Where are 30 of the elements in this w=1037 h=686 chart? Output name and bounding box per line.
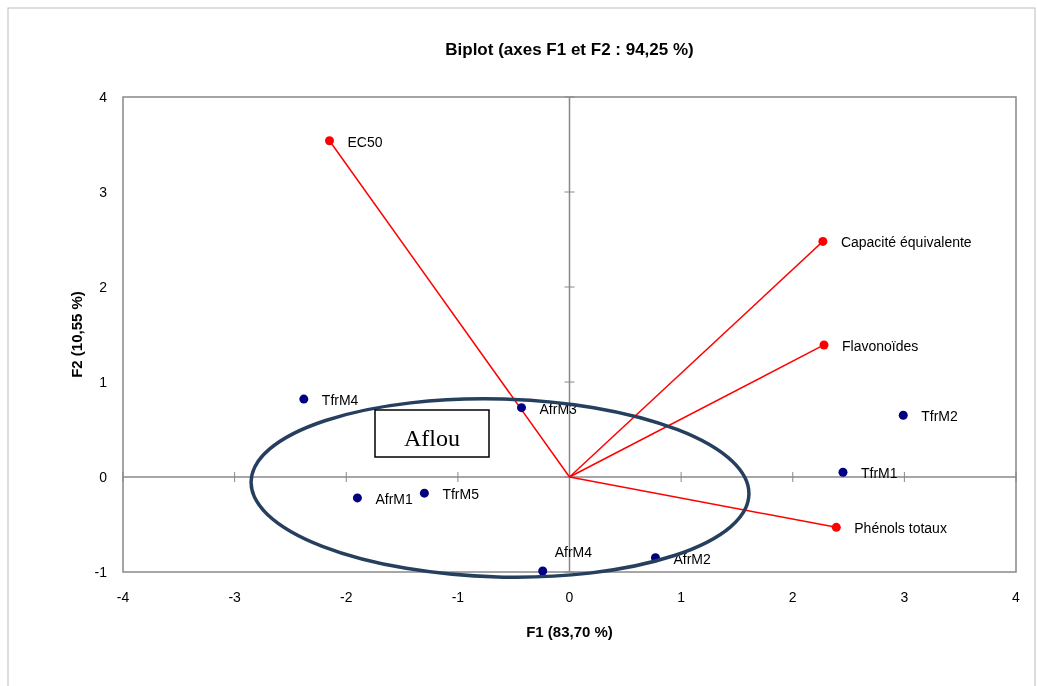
x-tick-label: 2 [788, 589, 797, 605]
y-tick-label: 2 [99, 279, 108, 295]
chart-title: Biplot (axes F1 et F2 : 94,25 %) [445, 40, 694, 59]
x-tick-label: -2 [340, 589, 353, 605]
annotation: AfrM1 [375, 490, 413, 507]
y-tick-label: 3 [99, 184, 108, 200]
x-tick-label: -3 [228, 589, 242, 605]
annotation: TfrM1 [860, 465, 898, 482]
y-tick-label: -1 [94, 564, 108, 580]
x-tick-label: -1 [451, 589, 465, 605]
annotation: TfrM4 [321, 392, 359, 409]
annotation: TfrM2 [921, 408, 959, 425]
x-tick-label: -4 [116, 589, 130, 605]
y-axis-title: F2 (10,55 %) [68, 291, 85, 378]
y-tick-label: 1 [99, 374, 108, 390]
annotation: Capacité équivalente [840, 234, 972, 251]
x-tick-label: 4 [1012, 589, 1021, 605]
annotation: Flavonoïdes [842, 337, 919, 354]
annotation: EC50 [347, 133, 383, 150]
annotation: AfrM2 [673, 550, 711, 567]
annotation: TfrM5 [442, 486, 480, 503]
y-tick-label: 4 [99, 89, 108, 105]
y-tick-label: 0 [99, 469, 108, 485]
annotation: Phénols totaux [854, 520, 947, 537]
annotation: AfrM4 [554, 544, 593, 561]
x-axis-title: F1 (83,70 %) [526, 623, 613, 640]
annotation: Aflou [404, 425, 460, 451]
x-tick-label: 3 [900, 589, 909, 605]
x-tick-label: 0 [565, 589, 574, 605]
x-tick-label: 1 [677, 589, 686, 605]
